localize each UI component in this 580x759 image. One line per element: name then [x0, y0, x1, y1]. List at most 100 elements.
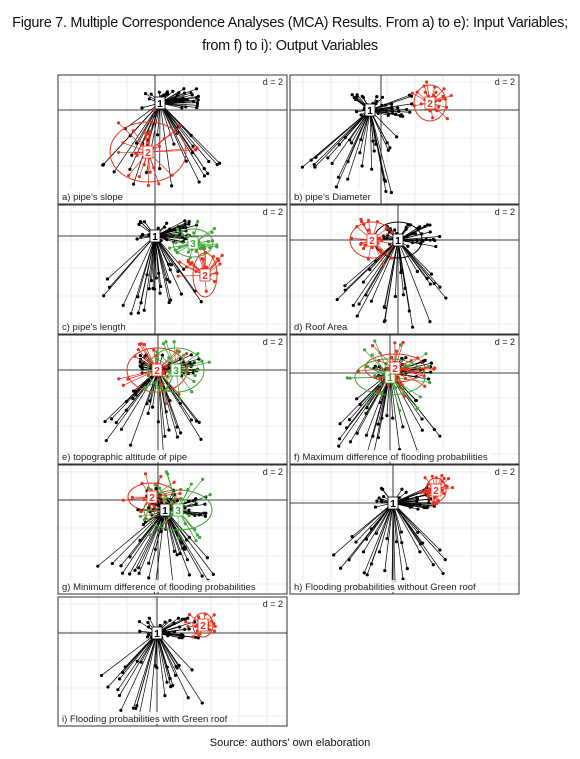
point: [390, 106, 394, 111]
group-label: 1: [367, 106, 373, 117]
point: [428, 282, 432, 286]
point: [158, 166, 162, 171]
point: [204, 265, 209, 269]
point: [191, 371, 195, 375]
point: [390, 256, 394, 260]
point: [169, 263, 174, 267]
point: [147, 632, 151, 637]
point: [184, 351, 189, 356]
point: [106, 685, 110, 689]
point: [196, 94, 200, 98]
point: [119, 708, 123, 712]
spoke: [175, 361, 210, 371]
point: [194, 539, 198, 543]
point: [360, 94, 364, 98]
group-label-box: [392, 233, 404, 247]
point: [178, 124, 182, 128]
spoke: [156, 632, 193, 671]
point: [165, 278, 169, 282]
point: [190, 260, 194, 265]
group-label: 2: [433, 486, 439, 497]
point: [358, 402, 362, 407]
point: [139, 234, 143, 239]
point: [187, 499, 191, 504]
point: [405, 567, 409, 571]
point: [147, 576, 151, 580]
point: [146, 508, 150, 513]
point: [147, 131, 151, 136]
point: [193, 373, 197, 378]
point: [174, 664, 178, 669]
point: [128, 443, 133, 447]
point: [178, 97, 182, 101]
panel-border: [289, 74, 520, 205]
spoke: [314, 109, 371, 168]
point: [393, 341, 397, 345]
point: [168, 268, 172, 272]
point: [355, 397, 359, 401]
point: [187, 513, 191, 518]
point: [174, 241, 178, 245]
point: [441, 571, 445, 576]
point: [135, 659, 139, 663]
spoke: [122, 235, 156, 306]
point: [172, 340, 176, 344]
point: [384, 227, 388, 231]
spoke: [123, 369, 158, 386]
spoke: [159, 102, 208, 174]
mca-panel: 1 2 d = 2 a) pipe's slope: [57, 74, 288, 205]
point: [155, 350, 159, 354]
spoke: [164, 509, 190, 575]
point: [173, 673, 178, 677]
spoke: [389, 372, 400, 450]
point: [205, 556, 209, 560]
point: [338, 422, 342, 426]
point: [359, 137, 363, 142]
point: [159, 474, 163, 479]
panel-caption: h) Flooding probabilities without Green …: [294, 582, 476, 593]
panel-content: [58, 335, 287, 464]
point: [138, 629, 142, 633]
point: [343, 135, 347, 140]
point: [186, 234, 190, 238]
point: [215, 162, 219, 167]
confidence-ellipse: [147, 347, 205, 393]
caption-backdrop: [60, 320, 129, 332]
point: [157, 388, 161, 392]
scale-box: [489, 206, 517, 217]
point: [428, 320, 432, 324]
group-label-box: [366, 233, 378, 247]
point: [142, 342, 146, 347]
point: [419, 542, 423, 546]
point: [136, 295, 140, 299]
point: [195, 146, 199, 150]
point: [373, 339, 377, 343]
point: [133, 568, 137, 572]
point: [359, 241, 363, 245]
point: [110, 561, 114, 566]
point: [362, 348, 367, 352]
spoke: [154, 223, 189, 237]
point: [427, 501, 431, 505]
spoke: [120, 632, 158, 711]
point: [364, 433, 369, 437]
group-label-box: [197, 618, 209, 632]
point: [171, 89, 175, 93]
point: [139, 510, 143, 514]
point: [164, 401, 168, 406]
spoke: [157, 369, 178, 428]
spoke: [154, 235, 161, 294]
spoke: [349, 376, 391, 379]
point: [432, 427, 436, 432]
point: [360, 164, 364, 168]
point: [127, 173, 131, 177]
point: [433, 366, 437, 370]
point: [162, 136, 166, 141]
point: [178, 552, 182, 556]
point: [404, 490, 408, 494]
point: [350, 535, 354, 539]
spoke: [392, 493, 427, 504]
point: [393, 294, 398, 299]
spoke: [397, 238, 434, 241]
point: [438, 548, 442, 552]
